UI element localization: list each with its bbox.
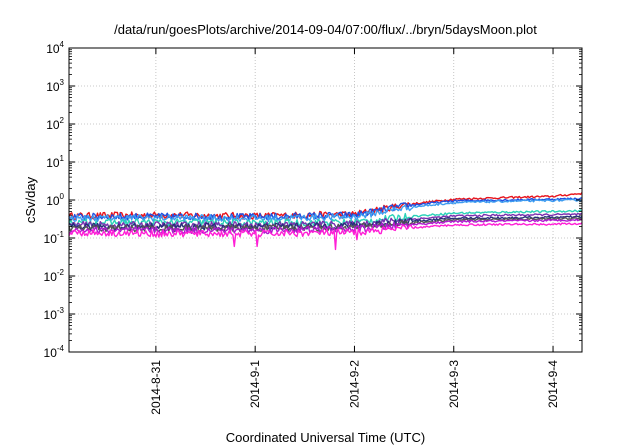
series-line: [68, 198, 583, 223]
y-tick-base: 10: [46, 42, 60, 56]
series-line: [68, 192, 583, 220]
y-axis-label: cSv/day: [23, 176, 38, 223]
y-tick-exponent: 0: [60, 192, 65, 201]
x-tick-label: 2014-9-3: [447, 360, 461, 408]
y-tick-label: 100: [46, 192, 64, 208]
y-tick-base: 10: [44, 308, 58, 322]
y-tick-label: 101: [46, 154, 64, 170]
y-tick-exponent: -2: [57, 268, 65, 277]
y-tick-base: 10: [46, 156, 60, 170]
x-tick-label: 2014-9-4: [546, 360, 560, 408]
axes-ticks: 10410310210110010-110-210-310-42014-8-31…: [44, 40, 582, 415]
y-tick-label: 102: [46, 116, 64, 132]
y-tick-label: 103: [46, 78, 64, 94]
y-tick-exponent: 4: [60, 40, 65, 49]
y-tick-base: 10: [44, 232, 58, 246]
series-layer: [68, 192, 583, 251]
y-tick-exponent: 3: [60, 78, 65, 87]
y-tick-label: 10-3: [44, 306, 65, 322]
x-tick-label: 2014-8-31: [149, 360, 163, 415]
series-line: [68, 209, 583, 227]
y-tick-exponent: -4: [57, 344, 65, 353]
y-tick-base: 10: [46, 80, 60, 94]
y-tick-exponent: 1: [60, 154, 65, 163]
chart-title: /data/run/goesPlots/archive/2014-09-04/0…: [114, 22, 537, 37]
series-line: [68, 217, 583, 233]
series-line: [68, 222, 583, 251]
y-tick-label: 10-2: [44, 268, 65, 284]
y-tick-exponent: 2: [60, 116, 65, 125]
x-tick-label: 2014-9-1: [248, 360, 262, 408]
y-tick-label: 104: [46, 40, 64, 56]
y-tick-base: 10: [46, 194, 60, 208]
y-tick-base: 10: [44, 270, 58, 284]
y-tick-base: 10: [44, 346, 58, 360]
y-tick-label: 10-1: [44, 230, 65, 246]
x-axis-label: Coordinated Universal Time (UTC): [226, 430, 425, 445]
x-tick-label: 2014-9-2: [347, 360, 361, 408]
series-line: [68, 218, 583, 235]
y-tick-exponent: -3: [57, 306, 65, 315]
y-tick-label: 10-4: [44, 344, 65, 360]
y-tick-exponent: -1: [57, 230, 65, 239]
y-tick-base: 10: [46, 118, 60, 132]
